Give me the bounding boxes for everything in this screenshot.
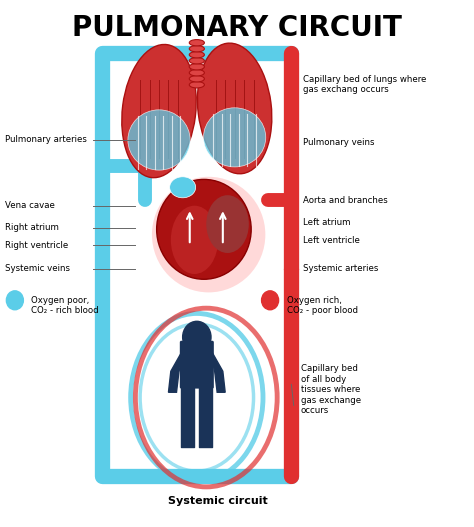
Ellipse shape: [198, 43, 272, 174]
Text: Aorta and branches: Aorta and branches: [303, 196, 388, 205]
Ellipse shape: [203, 108, 266, 167]
Text: Capillary bed
of all body
tissues where
gas exchange
occurs: Capillary bed of all body tissues where …: [301, 364, 361, 415]
Ellipse shape: [189, 52, 204, 58]
Circle shape: [262, 291, 279, 310]
Ellipse shape: [156, 179, 251, 279]
Ellipse shape: [189, 40, 204, 46]
Text: PULMONARY CIRCUIT: PULMONARY CIRCUIT: [72, 14, 402, 42]
Text: Left ventricle: Left ventricle: [303, 237, 360, 246]
Ellipse shape: [122, 44, 196, 178]
Ellipse shape: [189, 76, 204, 82]
Text: Right ventricle: Right ventricle: [5, 241, 69, 250]
Text: Left atrium: Left atrium: [303, 218, 351, 227]
Ellipse shape: [170, 177, 196, 198]
Ellipse shape: [189, 57, 204, 64]
Ellipse shape: [189, 82, 204, 88]
Ellipse shape: [128, 110, 190, 170]
Polygon shape: [168, 353, 181, 392]
Text: Capillary bed of lungs where
gas exchang occurs: Capillary bed of lungs where gas exchang…: [303, 75, 427, 94]
FancyBboxPatch shape: [180, 341, 214, 388]
Ellipse shape: [189, 46, 204, 52]
Text: Systemic circuit: Systemic circuit: [168, 496, 268, 506]
Ellipse shape: [189, 70, 204, 76]
Text: Pulmonary arteries: Pulmonary arteries: [5, 135, 87, 144]
Text: Right atrium: Right atrium: [5, 223, 59, 232]
Text: Oxygen poor,
CO₂ - rich blood: Oxygen poor, CO₂ - rich blood: [31, 296, 99, 315]
Polygon shape: [212, 353, 225, 392]
Ellipse shape: [152, 177, 265, 292]
Text: Oxygen rich,
CO₂ - poor blood: Oxygen rich, CO₂ - poor blood: [287, 296, 357, 315]
Text: Vena cavae: Vena cavae: [5, 201, 55, 210]
Ellipse shape: [206, 195, 249, 253]
Circle shape: [182, 321, 211, 353]
Ellipse shape: [189, 64, 204, 70]
Ellipse shape: [171, 206, 218, 274]
Text: Systemic veins: Systemic veins: [5, 264, 71, 274]
Text: Pulmonary veins: Pulmonary veins: [303, 138, 374, 147]
Text: Systemic arteries: Systemic arteries: [303, 264, 379, 274]
Circle shape: [6, 291, 23, 310]
